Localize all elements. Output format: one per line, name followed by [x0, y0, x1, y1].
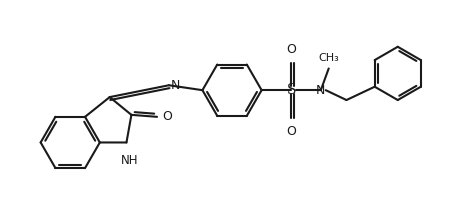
Text: N: N	[316, 84, 326, 97]
Text: N: N	[171, 79, 180, 92]
Text: CH₃: CH₃	[318, 53, 339, 63]
Text: O: O	[286, 43, 296, 56]
Text: O: O	[162, 110, 172, 123]
Text: O: O	[286, 125, 296, 138]
Text: S: S	[286, 83, 296, 97]
Text: NH: NH	[121, 154, 138, 167]
